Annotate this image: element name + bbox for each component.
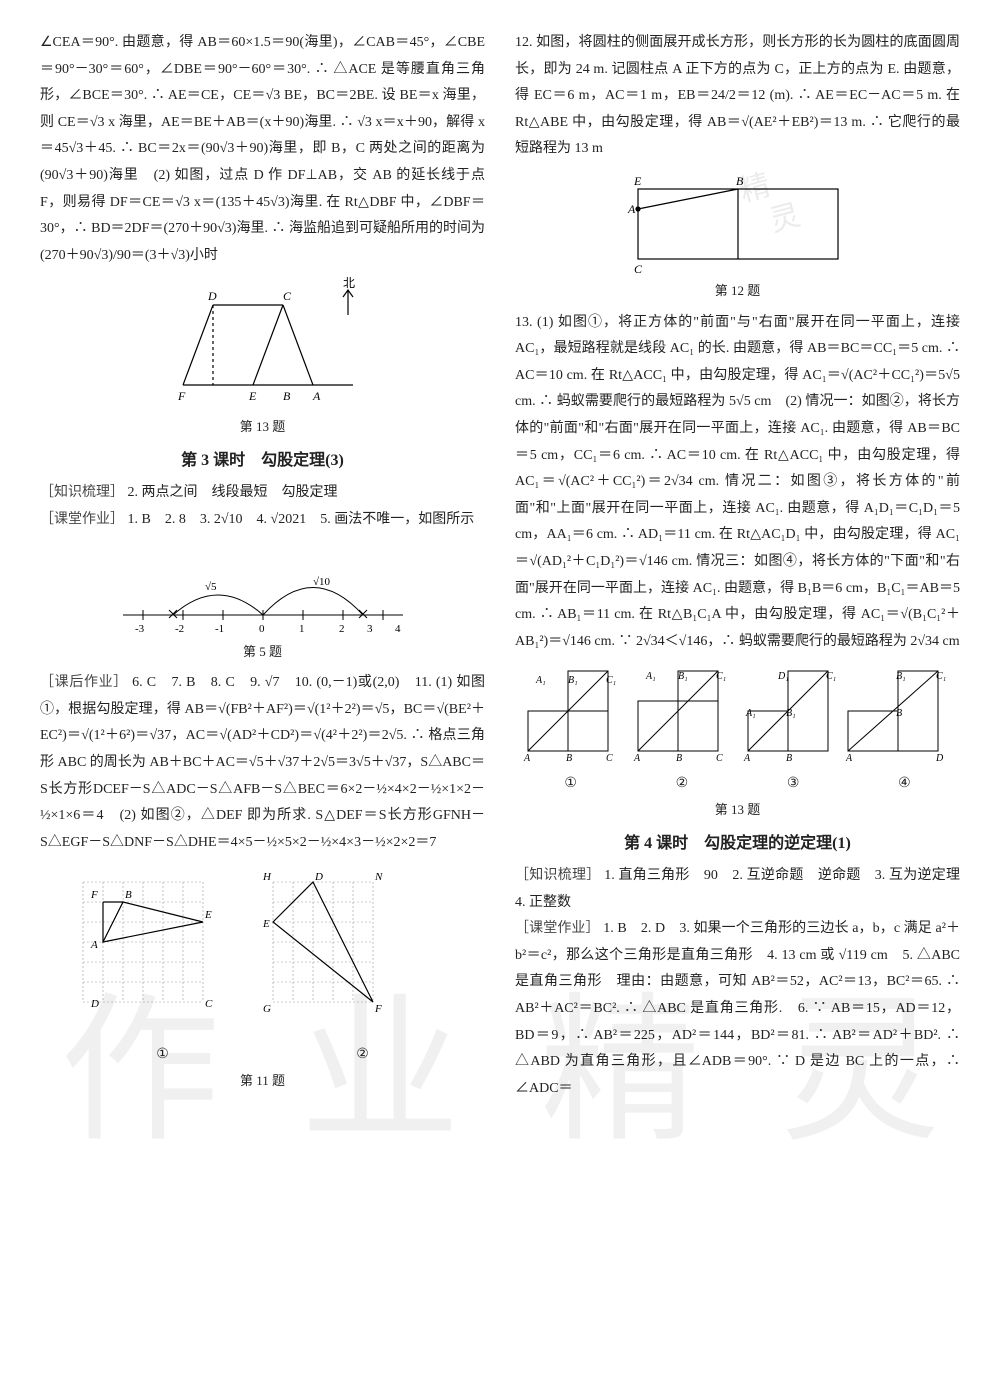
- svg-text:B: B: [676, 753, 682, 764]
- problem-13-solution: ∠CEA＝90°. 由题意，得 AB＝60×1.5＝90(海里)，∠CAB＝45…: [40, 30, 485, 269]
- svg-text:A: A: [627, 202, 636, 216]
- svg-text:D₁: D₁: [777, 671, 789, 682]
- svg-text:4: 4: [395, 623, 401, 635]
- svg-text:B: B: [283, 389, 291, 403]
- svg-text:3: 3: [367, 623, 373, 635]
- svg-text:0: 0: [259, 623, 265, 635]
- fig13b-l4: ④: [898, 771, 911, 798]
- svg-text:C: C: [634, 262, 643, 276]
- svg-text:H: H: [262, 871, 272, 883]
- figure-11-caption: 第 11 题: [40, 1069, 485, 1094]
- knowledge-summary-4: ［知识梳理］ 1. 直角三角形 90 2. 互逆命题 逆命题 3. 互为逆定理 …: [515, 863, 960, 916]
- svg-text:A₁: A₁: [645, 671, 656, 682]
- svg-text:1: 1: [299, 623, 305, 635]
- svg-text:A: A: [633, 753, 641, 764]
- svg-text:N: N: [374, 871, 383, 883]
- ketang4-body: 1. B 2. D 3. 如果一个三角形的三边长 a，b，c 满足 a²＋b²＝…: [515, 921, 960, 1096]
- svg-text:D: D: [207, 289, 217, 303]
- svg-text:E: E: [262, 918, 270, 930]
- svg-text:D: D: [935, 753, 944, 764]
- right-column: 12. 如图，将圆柱的侧面展开成长方形，则长方形的长为圆柱的底面圆周长，即为 2…: [515, 30, 960, 1102]
- svg-text:A: A: [90, 939, 98, 951]
- fig13b-l3: ③: [787, 771, 800, 798]
- kehou-body: 6. C 7. B 8. C 9. √7 10. (0,－1)或(2,0) 11…: [40, 675, 485, 850]
- figure-13-caption: 第 13 题: [40, 415, 485, 440]
- zhishi4-label: ［知识梳理］: [515, 868, 600, 883]
- zhishi-label: ［知识梳理］: [40, 485, 124, 500]
- svg-text:B₁: B₁: [678, 671, 688, 682]
- svg-text:C₁: C₁: [606, 675, 616, 686]
- figure-13: D C F E B A 北 第 13 题: [40, 275, 485, 440]
- svg-text:B₁: B₁: [786, 708, 796, 719]
- problem-13b-solution: 13. (1) 如图①，将正方体的"前面"与"右面"展开在同一平面上，连接 AC…: [515, 310, 960, 656]
- classwork-4: ［课堂作业］ 1. B 2. D 3. 如果一个三角形的三边长 a，b，c 满足…: [515, 916, 960, 1102]
- ketang4-label: ［课堂作业］: [515, 921, 600, 936]
- svg-text:B₁: B₁: [568, 675, 578, 686]
- figure-13b: A₁B₁C₁ ABC A₁B₁C₁ ABC D₁C₁ A₁B₁ AB B₁C₁ …: [515, 661, 960, 822]
- svg-text:-3: -3: [135, 623, 145, 635]
- svg-text:C: C: [205, 998, 213, 1010]
- svg-text:C₁: C₁: [826, 671, 836, 682]
- figure-12-caption: 第 12 题: [515, 279, 960, 304]
- figure-5: -3 -2 -1 0 1 2 3 4 √5 √10 第 5 题: [40, 540, 485, 665]
- svg-text:C: C: [716, 753, 723, 764]
- figure-13b-caption: 第 13 题: [515, 798, 960, 823]
- fig11-label-1: ①: [156, 1042, 169, 1069]
- svg-text:A: A: [845, 753, 853, 764]
- svg-text:B₁: B₁: [896, 671, 906, 682]
- svg-text:F: F: [177, 389, 186, 403]
- classwork-3: ［课堂作业］ 1. B 2. 8 3. 2√10 4. √2021 5. 画法不…: [40, 507, 485, 534]
- svg-text:-2: -2: [175, 623, 184, 635]
- section-heading-3: 第 3 课时 勾股定理(3): [40, 446, 485, 476]
- svg-text:D: D: [90, 998, 99, 1010]
- svg-text:E: E: [204, 909, 212, 921]
- svg-text:A₁: A₁: [745, 708, 756, 719]
- svg-text:B: B: [125, 889, 132, 901]
- svg-text:C: C: [283, 289, 292, 303]
- svg-text:C: C: [606, 753, 613, 764]
- svg-text:2: 2: [339, 623, 345, 635]
- svg-text:E: E: [248, 389, 257, 403]
- figure-5-caption: 第 5 题: [40, 640, 485, 665]
- svg-text:C₁: C₁: [716, 671, 726, 682]
- figure-12: E B A C 第 12 题: [515, 169, 960, 304]
- knowledge-summary-3: ［知识梳理］ 2. 两点之间 线段最短 勾股定理: [40, 480, 485, 507]
- svg-text:√5: √5: [205, 581, 217, 593]
- ketang-body: 1. B 2. 8 3. 2√10 4. √2021 5. 画法不唯一，如图所示: [128, 512, 475, 527]
- two-column-layout: ∠CEA＝90°. 由题意，得 AB＝60×1.5＝90(海里)，∠CAB＝45…: [40, 30, 960, 1102]
- svg-text:F: F: [90, 889, 98, 901]
- fig11-label-2: ②: [356, 1042, 369, 1069]
- fig13b-l1: ①: [564, 771, 577, 798]
- figure-11: F B E A D C H D N E G F ① ② 第 11 题: [40, 862, 485, 1093]
- svg-text:F: F: [374, 1003, 382, 1015]
- left-column: ∠CEA＝90°. 由题意，得 AB＝60×1.5＝90(海里)，∠CAB＝45…: [40, 30, 485, 1102]
- svg-text:G: G: [263, 1003, 271, 1015]
- svg-text:√10: √10: [313, 576, 331, 588]
- svg-text:B: B: [566, 753, 572, 764]
- svg-text:A: A: [312, 389, 321, 403]
- svg-text:B: B: [736, 174, 744, 188]
- section-heading-4: 第 4 课时 勾股定理的逆定理(1): [515, 829, 960, 859]
- ketang-label: ［课堂作业］: [40, 512, 124, 527]
- svg-text:A: A: [523, 753, 531, 764]
- svg-text:E: E: [633, 174, 642, 188]
- north-label: 北: [343, 276, 355, 290]
- svg-text:B: B: [786, 753, 792, 764]
- homework-3: ［课后作业］ 6. C 7. B 8. C 9. √7 10. (0,－1)或(…: [40, 670, 485, 856]
- svg-text:-1: -1: [215, 623, 224, 635]
- svg-text:A: A: [743, 753, 751, 764]
- svg-text:C₁: C₁: [936, 671, 946, 682]
- svg-text:D: D: [314, 871, 323, 883]
- svg-text:A₁: A₁: [535, 675, 546, 686]
- fig13b-l2: ②: [676, 771, 689, 798]
- problem-12-solution: 12. 如图，将圆柱的侧面展开成长方形，则长方形的长为圆柱的底面圆周长，即为 2…: [515, 30, 960, 163]
- zhishi-body: 2. 两点之间 线段最短 勾股定理: [128, 485, 338, 500]
- svg-text:B: B: [896, 708, 902, 719]
- kehou-label: ［课后作业］: [40, 675, 128, 690]
